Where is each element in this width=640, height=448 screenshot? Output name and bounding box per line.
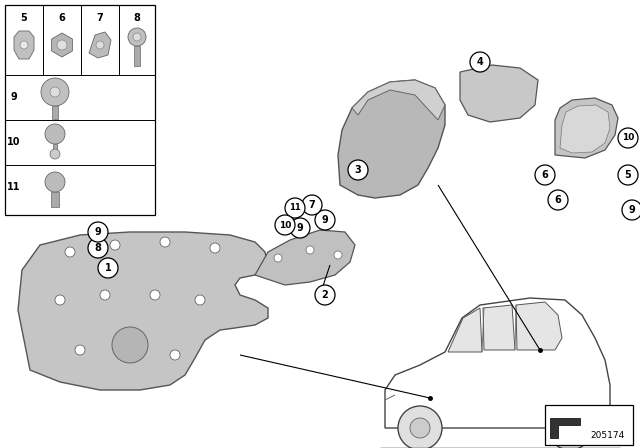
- Circle shape: [210, 243, 220, 253]
- Circle shape: [160, 237, 170, 247]
- Text: 5: 5: [625, 170, 632, 180]
- Circle shape: [45, 124, 65, 144]
- Text: 3: 3: [355, 165, 362, 175]
- Text: 2: 2: [322, 290, 328, 300]
- Polygon shape: [18, 232, 268, 390]
- Circle shape: [315, 210, 335, 230]
- Circle shape: [65, 247, 75, 257]
- Circle shape: [306, 246, 314, 254]
- Bar: [53, 144, 57, 152]
- Text: 9: 9: [11, 92, 17, 102]
- Circle shape: [398, 406, 442, 448]
- Circle shape: [290, 218, 310, 238]
- Circle shape: [535, 165, 555, 185]
- Text: 6: 6: [541, 170, 548, 180]
- Circle shape: [150, 290, 160, 300]
- Text: 6: 6: [555, 195, 561, 205]
- Polygon shape: [52, 33, 72, 57]
- Circle shape: [20, 41, 28, 49]
- Circle shape: [560, 418, 580, 438]
- Polygon shape: [555, 98, 618, 158]
- Polygon shape: [448, 308, 482, 352]
- Circle shape: [618, 165, 638, 185]
- Circle shape: [125, 347, 135, 357]
- Circle shape: [41, 78, 69, 106]
- Text: 9: 9: [628, 205, 636, 215]
- Circle shape: [302, 195, 322, 215]
- Text: 10: 10: [279, 220, 291, 229]
- Text: 11: 11: [7, 182, 20, 192]
- Text: 6: 6: [59, 13, 65, 23]
- Circle shape: [112, 327, 148, 363]
- Polygon shape: [560, 105, 610, 153]
- Circle shape: [55, 295, 65, 305]
- Text: 9: 9: [95, 227, 101, 237]
- Polygon shape: [385, 298, 610, 428]
- Circle shape: [410, 418, 430, 438]
- Text: 9: 9: [322, 215, 328, 225]
- Circle shape: [548, 406, 592, 448]
- Text: 10: 10: [7, 137, 20, 147]
- Circle shape: [334, 251, 342, 259]
- Bar: [5, 5, 155, 215]
- Circle shape: [315, 285, 335, 305]
- Polygon shape: [14, 31, 34, 59]
- Text: 7: 7: [308, 200, 316, 210]
- Circle shape: [618, 128, 638, 148]
- Polygon shape: [483, 305, 515, 350]
- Polygon shape: [255, 230, 355, 285]
- Circle shape: [274, 254, 282, 262]
- Text: 7: 7: [97, 13, 104, 23]
- Circle shape: [88, 222, 108, 242]
- Bar: [51, 192, 59, 207]
- Circle shape: [470, 52, 490, 72]
- Text: 10: 10: [622, 134, 634, 142]
- Circle shape: [195, 295, 205, 305]
- Bar: [545, 405, 633, 445]
- Polygon shape: [550, 418, 580, 438]
- Circle shape: [50, 87, 60, 97]
- Circle shape: [548, 190, 568, 210]
- Circle shape: [96, 41, 104, 49]
- Polygon shape: [460, 65, 538, 122]
- Text: 11: 11: [289, 203, 301, 212]
- Circle shape: [128, 28, 146, 46]
- Polygon shape: [89, 32, 111, 58]
- Polygon shape: [352, 80, 445, 120]
- Circle shape: [50, 149, 60, 159]
- Circle shape: [348, 160, 368, 180]
- Circle shape: [57, 40, 67, 50]
- Circle shape: [88, 238, 108, 258]
- Circle shape: [285, 198, 305, 218]
- Circle shape: [275, 215, 295, 235]
- Text: 8: 8: [134, 13, 140, 23]
- Circle shape: [170, 350, 180, 360]
- Circle shape: [75, 345, 85, 355]
- Text: 4: 4: [477, 57, 483, 67]
- Circle shape: [110, 240, 120, 250]
- Circle shape: [45, 172, 65, 192]
- Circle shape: [100, 290, 110, 300]
- Text: 5: 5: [20, 13, 28, 23]
- Text: 9: 9: [296, 223, 303, 233]
- Circle shape: [622, 200, 640, 220]
- Polygon shape: [338, 80, 445, 198]
- Circle shape: [133, 33, 141, 41]
- Polygon shape: [516, 302, 562, 350]
- Circle shape: [98, 258, 118, 278]
- Text: 8: 8: [95, 243, 101, 253]
- Bar: [134, 46, 140, 66]
- Bar: [52, 106, 58, 119]
- Text: 1: 1: [104, 263, 111, 273]
- Text: 205174: 205174: [590, 431, 624, 440]
